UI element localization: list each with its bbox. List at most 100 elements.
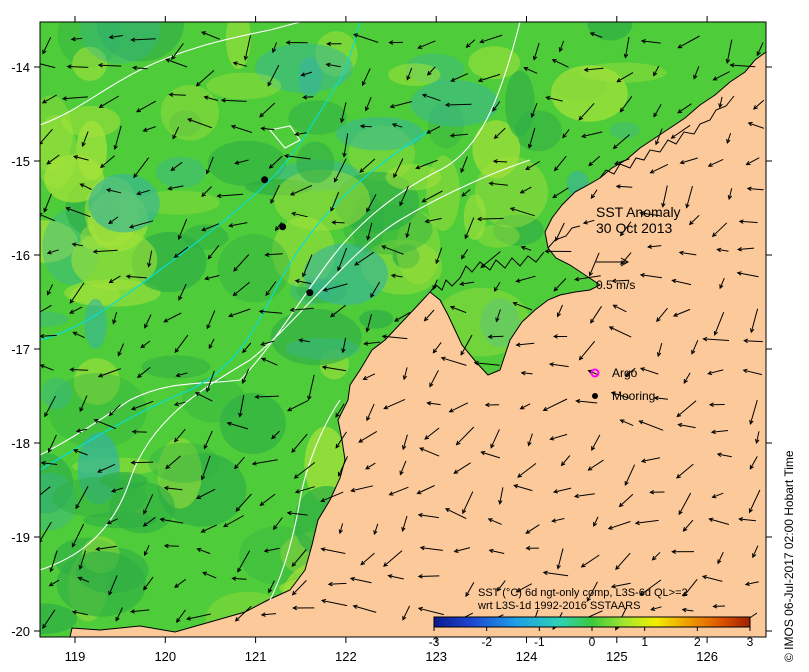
current-vector-arrow: [677, 422, 696, 429]
current-vector-arrow: [70, 36, 83, 42]
current-vector-arrow: [736, 271, 759, 278]
current-vector-arrow: [143, 494, 154, 515]
current-vector-arrow: [40, 460, 58, 466]
current-vector-arrow: [440, 356, 467, 366]
current-vector-arrow: [235, 493, 252, 512]
current-vector-arrow: [40, 304, 52, 315]
current-vector-arrow: [327, 581, 347, 587]
current-vector-arrow: [259, 493, 276, 506]
current-vector-arrow: [200, 524, 217, 533]
current-vector-arrow: [40, 128, 53, 145]
current-vector-arrow: [234, 456, 245, 470]
mooring-point: [306, 289, 314, 297]
current-vector-arrow: [747, 121, 765, 129]
current-vector-arrow: [251, 459, 278, 466]
current-vector-arrow: [490, 429, 500, 449]
current-vector-arrow: [97, 368, 121, 378]
colorbar-tick-label: 2: [694, 635, 701, 649]
current-vector-arrow: [174, 578, 186, 588]
current-vector-arrow: [97, 62, 122, 68]
current-vector-arrow: [656, 342, 663, 358]
current-vector-arrow: [729, 63, 756, 68]
current-vector-arrow: [399, 185, 409, 207]
current-vector-arrow: [716, 247, 729, 253]
current-vector-arrow: [444, 508, 467, 520]
marker-legend: Argo Mooring: [590, 366, 655, 403]
current-vector-arrow: [320, 547, 346, 554]
sst-patch: [480, 298, 520, 348]
contour-lines: [40, 22, 531, 601]
current-vector-arrow: [449, 305, 467, 314]
current-vector-arrow: [366, 222, 373, 241]
current-vector-arrow: [710, 429, 729, 435]
current-vector-arrow: [607, 521, 631, 530]
current-vector-arrow: [365, 97, 372, 112]
current-vector-arrow: [100, 155, 116, 169]
current-vector-arrow: [402, 605, 411, 621]
current-vector-arrow: [676, 463, 694, 479]
current-vector-arrow: [140, 340, 151, 349]
current-vector-arrow: [402, 367, 408, 381]
current-vector-arrow: [200, 455, 211, 481]
sst-patch: [69, 284, 121, 306]
current-vector-arrow: [268, 155, 283, 169]
current-vector-arrow: [676, 400, 697, 418]
current-vector-arrow: [756, 42, 764, 57]
current-vector-arrow: [711, 222, 728, 238]
current-vector-arrow: [581, 131, 603, 139]
current-vector-arrow: [71, 242, 83, 247]
current-vector-arrow: [131, 65, 148, 71]
current-vector-arrow: [421, 93, 441, 102]
sst-patch: [343, 204, 433, 255]
current-vector-arrow: [238, 394, 245, 418]
current-vector-arrow: [678, 250, 697, 256]
current-vector-arrow: [350, 485, 374, 493]
current-vector-arrow: [498, 487, 504, 506]
current-vector-arrow: [417, 40, 436, 49]
current-vector-arrow: [363, 341, 380, 346]
current-vector-arrow: [473, 360, 500, 366]
current-vector-arrow: [656, 307, 668, 323]
current-vector-arrow: [754, 431, 760, 444]
current-vector-arrow: [677, 103, 692, 114]
sst-patch: [472, 120, 521, 179]
current-vector-arrow: [143, 576, 154, 591]
current-vector-arrow: [752, 99, 765, 110]
current-vector-arrow: [370, 281, 381, 299]
current-vector-arrow: [748, 489, 761, 514]
current-vector-arrow: [653, 103, 662, 118]
current-vector-arrow: [47, 434, 57, 453]
current-vector-arrow: [115, 607, 123, 622]
sst-patch: [288, 100, 347, 135]
current-vector-arrow: [361, 68, 371, 87]
map-date: 30 Oct 2013: [596, 220, 672, 236]
sst-patch: [410, 80, 500, 127]
current-vector-arrow: [204, 275, 220, 281]
current-vector-arrow: [69, 306, 83, 314]
current-vector-arrow: [201, 571, 217, 579]
current-vector-arrow: [173, 401, 186, 407]
current-vector-arrow: [195, 70, 215, 87]
current-vector-arrow: [187, 118, 213, 129]
current-vector-arrow: [293, 462, 316, 479]
current-vector-arrow: [337, 247, 348, 272]
current-vector-arrow: [527, 433, 533, 447]
current-vector-arrow: [41, 94, 57, 104]
current-vector-arrow: [95, 545, 117, 552]
x-tick-label: 126: [696, 649, 718, 664]
current-vector-arrow: [335, 431, 347, 449]
current-vector-arrow: [401, 515, 408, 532]
current-vector-arrow: [640, 39, 661, 44]
current-vector-arrow: [589, 32, 603, 38]
current-vector-arrow: [749, 456, 758, 470]
current-vector-arrow: [69, 367, 89, 372]
current-vector-arrow: [185, 613, 211, 621]
current-vector-arrow: [147, 250, 153, 268]
current-vector-arrow: [488, 181, 508, 186]
current-vector-arrow: [260, 357, 278, 366]
current-vector-arrow: [335, 403, 345, 418]
current-vector-arrow: [258, 309, 283, 314]
current-vector-arrow: [46, 249, 59, 255]
current-vector-arrow: [354, 251, 374, 266]
current-vector-arrow: [460, 156, 468, 174]
